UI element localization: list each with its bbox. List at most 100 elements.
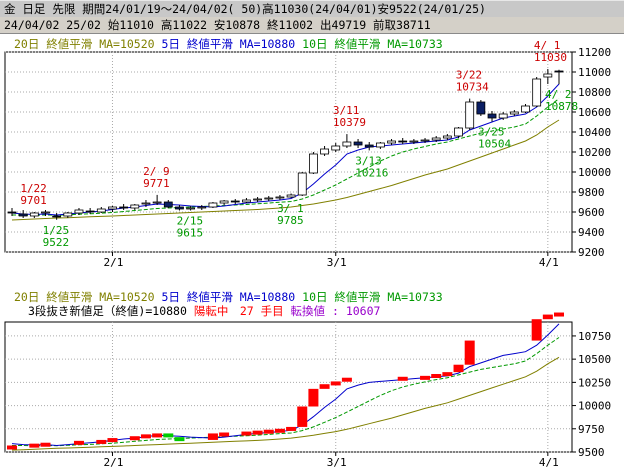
low-date-label: 3/13 <box>355 154 382 167</box>
low-date-label: 3/ 1 <box>277 202 304 215</box>
new-price-brick <box>308 388 319 407</box>
candle-body <box>297 172 307 196</box>
candle-body <box>521 105 530 113</box>
new-price-brick <box>554 312 564 317</box>
top-ma5-label: 5日 終値平滑 MA=10880 <box>161 37 296 51</box>
new-price-brick <box>219 432 230 437</box>
high-value-label: 9701 <box>20 194 47 207</box>
new-price-brick <box>252 430 263 435</box>
high-value-label: 10734 <box>456 81 489 94</box>
candle-body <box>554 70 564 73</box>
low-date-label: 3/25 <box>478 126 505 139</box>
candle-body <box>163 201 173 208</box>
low-date-label: 1/25 <box>43 224 70 237</box>
ma10-line <box>12 98 560 216</box>
top-ytick-label: 9800 <box>578 186 605 199</box>
candle-body <box>63 212 73 217</box>
low-value-label: 10216 <box>355 166 388 179</box>
low-value-label: 9522 <box>43 236 70 249</box>
bottom-ma-legend: 20日 終値平滑 MA=10520 5日 終値平滑 MA=10880 10日 終… <box>14 290 443 304</box>
new-price-brick <box>129 436 140 441</box>
bottom-xtick-label: 2/1 <box>103 456 123 469</box>
low-value-label: 9615 <box>177 227 204 240</box>
candle-body <box>52 215 62 218</box>
candle-body <box>420 139 430 142</box>
bottom-ma20-label: 20日 終値平滑 MA=10520 <box>14 290 155 304</box>
candle-body <box>186 207 196 210</box>
bottom-xtick-label: 3/1 <box>327 456 347 469</box>
new-price-brick <box>319 384 330 389</box>
low-value-label: 10504 <box>478 138 511 151</box>
candle-body <box>29 212 39 217</box>
new-price-brick <box>163 433 174 438</box>
candle-body <box>543 73 553 78</box>
top-ytick-label: 9400 <box>578 226 605 239</box>
new-price-brick <box>330 381 341 386</box>
top-ytick-label: 10400 <box>578 126 611 139</box>
candle-body <box>18 213 28 217</box>
new-price-brick <box>286 426 297 431</box>
new-price-brick <box>207 433 218 440</box>
candle-body <box>353 141 363 146</box>
new-price-brick <box>297 406 308 427</box>
candle-body <box>219 200 229 204</box>
candle-body <box>108 206 117 210</box>
new-price-brick <box>152 433 163 438</box>
bottom-ytick-label: 10500 <box>578 353 611 366</box>
candle-body <box>264 197 274 200</box>
new-price-brick <box>40 442 51 447</box>
candle-body <box>7 211 17 214</box>
new-price-brick <box>241 431 252 436</box>
new-price-brick <box>140 434 151 439</box>
new-price-panel: 9500 9750 10000 10250 10500 10750 2/1 3/1 4/1 <box>4 312 611 469</box>
top-ytick-label: 11200 <box>578 46 611 59</box>
new-price-brick <box>29 443 40 448</box>
chart-title-text: 金 日足 先限 期間24/01/19～24/04/02( 50)高11030(2… <box>4 2 486 16</box>
candle-body <box>175 206 184 210</box>
candle-body <box>96 208 106 213</box>
high-value-label: 9771 <box>143 177 170 190</box>
new-price-brick <box>397 376 408 381</box>
candle-body <box>208 202 218 208</box>
candle-body <box>242 199 251 203</box>
candle-body <box>41 211 50 214</box>
candle-body <box>130 204 140 209</box>
new-price-brick <box>420 375 431 380</box>
candle-body <box>532 78 542 107</box>
new-price-brick <box>73 440 84 445</box>
low-value-label: 9785 <box>277 214 304 227</box>
top-ma-legend: 20日 終値平滑 MA=10520 5日 終値平滑 MA=10880 10日 終… <box>14 37 443 51</box>
new-price-brick <box>531 319 542 341</box>
candle-body <box>375 142 385 148</box>
candle-body <box>342 141 352 147</box>
candle-body <box>476 101 486 115</box>
candle-body <box>398 140 408 143</box>
new-price-brick <box>341 377 352 382</box>
candle-body <box>331 145 341 151</box>
bottom-ytick-label: 10250 <box>578 376 611 389</box>
candle-body <box>141 202 151 205</box>
top-xtick-label: 2/1 <box>103 256 123 269</box>
candle-body <box>119 206 129 209</box>
candle-body <box>152 201 162 204</box>
top-ytick-label: 10200 <box>578 146 611 159</box>
new-price-brick <box>274 428 285 433</box>
new-price-brick <box>174 437 185 442</box>
top-xtick-label: 4/1 <box>539 256 559 269</box>
candle-body <box>230 200 240 203</box>
low-date-label: 4/ 2 <box>545 88 572 101</box>
candle-body <box>286 194 296 198</box>
candle-body <box>309 153 318 174</box>
trend-state-text: 陽転中 27 手目 <box>193 304 284 318</box>
top-ma20-label: 20日 終値平滑 MA=10520 <box>14 37 155 51</box>
bottom-ytick-label: 10000 <box>578 400 611 413</box>
candle-body <box>387 140 396 144</box>
bottom-plot-frame <box>4 321 573 453</box>
reversal-value-text: 転換値 : 10607 <box>290 304 381 318</box>
candle-body <box>442 135 452 139</box>
new-price-brick <box>263 429 274 434</box>
top-xtick-label: 3/1 <box>327 256 347 269</box>
candle-body <box>498 113 508 119</box>
candle-body <box>409 140 419 143</box>
